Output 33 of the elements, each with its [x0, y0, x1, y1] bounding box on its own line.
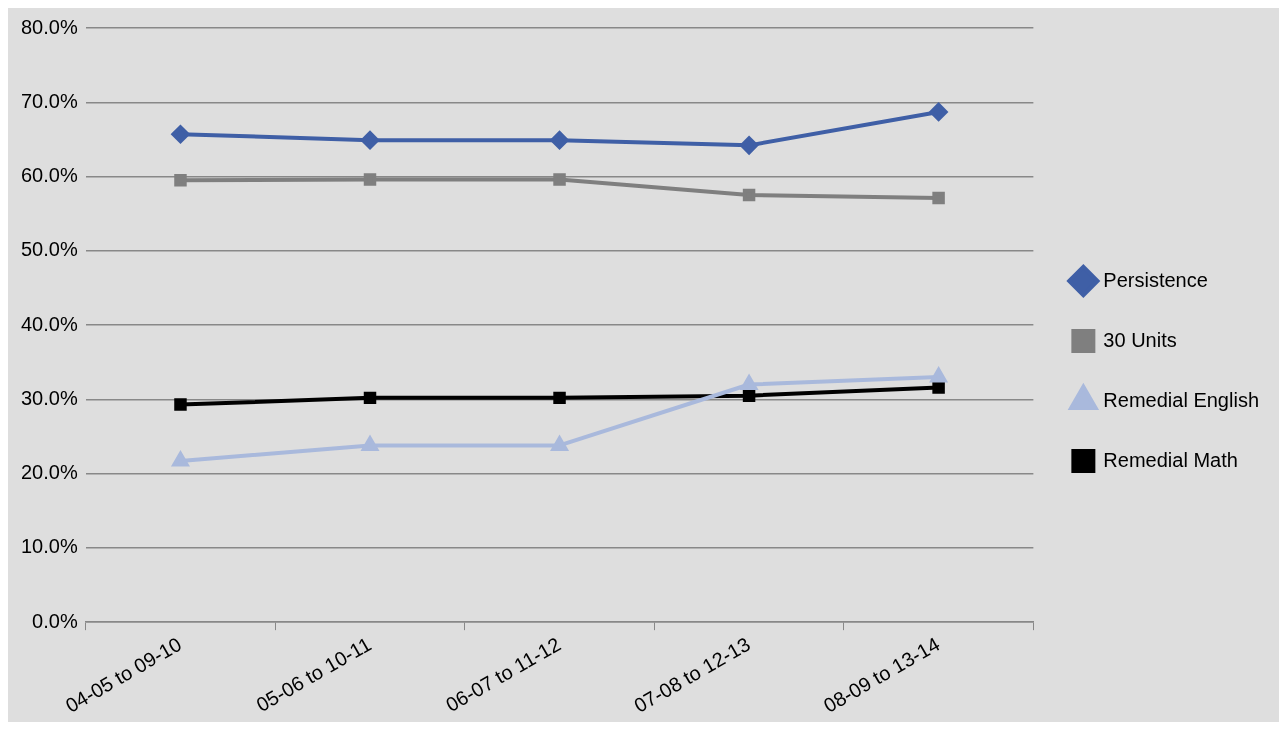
- y-tick-label: 40.0%: [20, 312, 78, 335]
- point: [932, 191, 945, 205]
- y-tick-label: 30.0%: [20, 386, 78, 409]
- point: [553, 391, 566, 405]
- y-tick-label: 20.0%: [20, 461, 78, 484]
- point: [741, 375, 758, 390]
- point: [363, 173, 377, 186]
- point: [363, 391, 377, 405]
- point: [174, 174, 187, 187]
- legend-label: Remedial Math: [1103, 448, 1238, 471]
- y-tick-label: 60.0%: [20, 164, 78, 187]
- y-tick-label: 50.0%: [20, 238, 78, 261]
- point: [553, 173, 566, 186]
- point: [740, 136, 759, 155]
- point: [171, 125, 190, 144]
- point: [932, 381, 945, 394]
- point: [930, 368, 947, 383]
- point: [742, 188, 756, 202]
- point: [550, 131, 569, 150]
- y-tick-label: 80.0%: [20, 15, 78, 38]
- point: [551, 436, 568, 451]
- point: [361, 131, 380, 150]
- y-tick-label: 70.0%: [20, 89, 78, 112]
- legend-label: Persistence: [1103, 268, 1208, 291]
- y-tick-label: 0.0%: [32, 609, 78, 632]
- point: [742, 389, 756, 402]
- legend-label: Remedial English: [1103, 388, 1260, 411]
- y-tick-label: 10.0%: [20, 535, 78, 558]
- point: [929, 102, 948, 121]
- point: [174, 398, 187, 411]
- point: [172, 452, 189, 467]
- legend-label: 30 Units: [1103, 328, 1177, 351]
- point: [361, 436, 379, 451]
